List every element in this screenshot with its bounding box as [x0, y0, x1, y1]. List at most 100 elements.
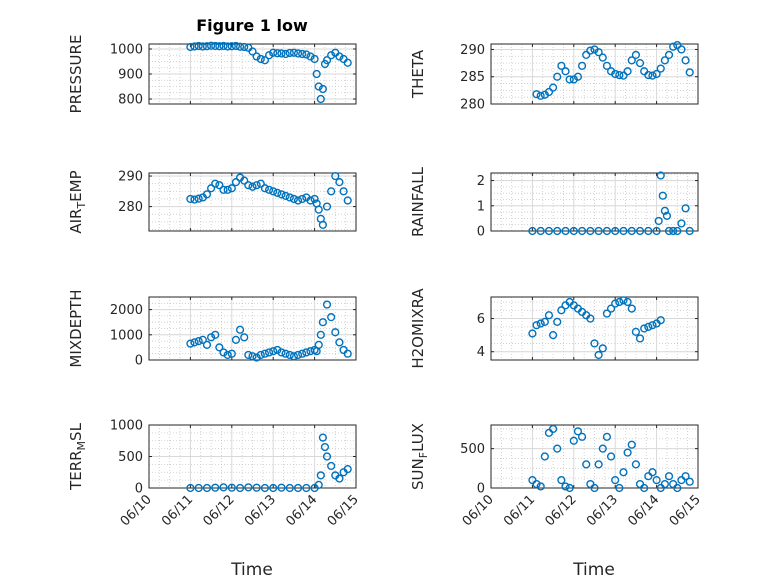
- data-point: [314, 205, 323, 214]
- y-tick-label: 0: [135, 354, 143, 369]
- y-tick-label: 6: [477, 312, 485, 327]
- data-point: [314, 82, 323, 91]
- y-axis-label-sunflux: SUNFLUX: [409, 423, 430, 490]
- data-point: [673, 226, 682, 236]
- data-point: [602, 61, 612, 70]
- data-point: [327, 187, 336, 196]
- x-tick-label: 06/12: [543, 492, 580, 529]
- data-point: [240, 176, 249, 185]
- data-point: [548, 331, 558, 340]
- data-point: [577, 432, 587, 441]
- data-point: [298, 49, 307, 59]
- data-point: [598, 444, 607, 453]
- data-point: [623, 448, 632, 457]
- data-point: [285, 48, 294, 58]
- data-point: [619, 226, 628, 236]
- x-tick-label: 06/12: [201, 492, 238, 529]
- data-point: [207, 333, 216, 342]
- data-point: [619, 296, 628, 305]
- data-point: [656, 316, 665, 325]
- data-point: [569, 226, 578, 236]
- data-point: [231, 41, 241, 51]
- data-point: [602, 226, 612, 236]
- data-point: [561, 482, 570, 491]
- y-tick-label: 0: [477, 482, 485, 497]
- y-axis-label-rainfall: RAINFALL: [409, 166, 427, 237]
- data-point: [306, 196, 315, 205]
- subplot-terrmsl: 0 500 1000 06/10 06/11 06/12 06/13 06/14 06/15 TE…: [67, 419, 362, 530]
- data-point: [594, 460, 603, 469]
- data-point: [318, 84, 327, 94]
- subplot-airtemp: 280 290 AIRTEMP: [67, 170, 357, 234]
- data-point: [557, 306, 566, 315]
- data-point: [190, 338, 199, 347]
- data-point: [244, 483, 253, 492]
- data-point: [186, 339, 195, 348]
- data-point: [660, 206, 669, 215]
- data-point: [544, 311, 554, 320]
- data-point: [335, 52, 344, 61]
- data-point: [281, 349, 290, 358]
- data-point: [194, 337, 203, 346]
- data-point: [227, 349, 236, 358]
- data-point: [260, 349, 270, 358]
- data-point: [561, 226, 570, 236]
- x-tick-label: 06/14: [625, 492, 662, 529]
- data-point: [202, 42, 212, 51]
- y-tick-label: 0: [477, 225, 485, 240]
- data-point: [281, 191, 290, 200]
- data-point: [343, 465, 352, 474]
- data-point: [273, 49, 282, 58]
- data-point: [339, 187, 348, 196]
- data-point: [306, 52, 315, 61]
- data-point: [654, 216, 663, 226]
- data-point: [557, 476, 566, 485]
- data-point: [582, 460, 591, 469]
- data-point: [198, 335, 207, 344]
- data-point: [190, 195, 199, 204]
- data-point: [553, 444, 562, 453]
- data-point: [611, 226, 620, 236]
- y-tick-label: 290: [118, 170, 143, 185]
- y-tick-label: 0: [135, 482, 143, 497]
- data-point: [615, 483, 624, 493]
- data-point: [310, 194, 319, 204]
- data-point: [598, 344, 607, 353]
- x-tick-label: 06/13: [242, 492, 279, 529]
- data-point: [677, 219, 686, 228]
- data-point: [293, 196, 303, 205]
- data-point: [186, 194, 195, 204]
- data-point: [252, 181, 261, 190]
- y-axis-label-airtemp: AIRTEMP: [67, 170, 88, 233]
- data-point: [285, 193, 294, 202]
- data-point: [223, 185, 232, 194]
- data-point: [235, 483, 245, 493]
- data-point: [219, 348, 228, 357]
- data-point: [256, 179, 265, 188]
- data-point: [244, 181, 253, 190]
- data-point: [635, 479, 645, 489]
- x-tick-label: 06/11: [501, 492, 538, 529]
- y-tick-label: 280: [118, 200, 143, 215]
- data-point: [202, 190, 212, 199]
- y-tick-label: 500: [460, 442, 485, 457]
- data-point: [536, 91, 545, 100]
- data-point: [577, 61, 587, 70]
- data-point: [681, 204, 690, 213]
- data-point: [227, 483, 236, 492]
- data-point: [664, 472, 674, 481]
- data-point: [316, 94, 325, 104]
- data-point: [660, 479, 669, 489]
- data-point: [223, 42, 232, 51]
- y-tick-label: 2: [477, 174, 485, 189]
- data-point: [202, 340, 212, 349]
- y-axis-label-theta: THETA: [409, 49, 427, 99]
- data-point: [627, 56, 636, 65]
- data-point: [652, 69, 661, 79]
- data-point: [316, 330, 325, 339]
- y-axis-label-mixdepth: MIXDEPTH: [67, 289, 85, 367]
- data-point: [318, 433, 327, 442]
- data-point: [586, 46, 595, 55]
- data-point: [631, 327, 641, 336]
- data-point: [640, 324, 649, 333]
